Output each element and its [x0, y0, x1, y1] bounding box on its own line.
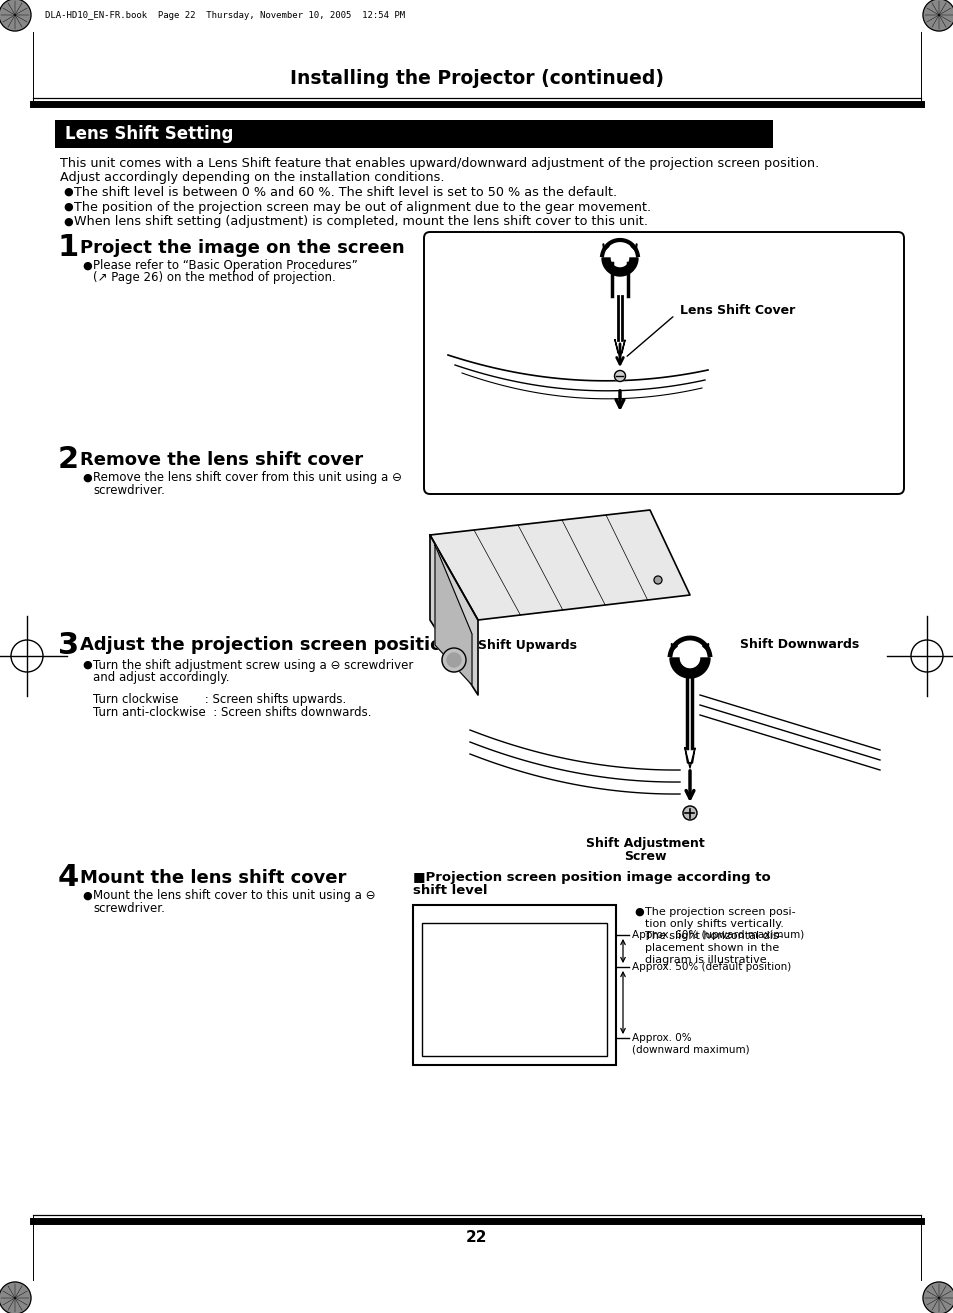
Text: Remove the lens shift cover: Remove the lens shift cover [80, 450, 363, 469]
Text: 2: 2 [58, 445, 79, 474]
Text: Turn anti-clockwise  : Screen shifts downwards.: Turn anti-clockwise : Screen shifts down… [92, 706, 371, 720]
Circle shape [0, 0, 30, 32]
Text: Shift Downwards: Shift Downwards [740, 638, 859, 651]
Text: ●: ● [63, 186, 72, 197]
Bar [421, 923, 606, 1056]
Text: (downward maximum): (downward maximum) [631, 1044, 749, 1054]
Text: ●: ● [634, 907, 643, 916]
Text: tion only shifts vertically.: tion only shifts vertically. [644, 919, 783, 930]
Text: DLA-HD10_EN-FR.book  Page 22  Thursday, November 10, 2005  12:54 PM: DLA-HD10_EN-FR.book Page 22 Thursday, No… [45, 12, 405, 21]
Text: Turn clockwise       : Screen shifts upwards.: Turn clockwise : Screen shifts upwards. [92, 693, 346, 706]
Text: screwdriver.: screwdriver. [92, 483, 165, 496]
Polygon shape [435, 545, 472, 685]
Text: Shift Adjustment: Shift Adjustment [585, 836, 703, 850]
Text: ●: ● [82, 892, 91, 901]
Polygon shape [684, 748, 695, 768]
Text: Remove the lens shift cover from this unit using a ⊖: Remove the lens shift cover from this un… [92, 471, 401, 484]
Text: Lens Shift Setting: Lens Shift Setting [65, 125, 233, 143]
Text: Approx. 0%: Approx. 0% [631, 1033, 691, 1043]
Circle shape [923, 0, 953, 32]
Polygon shape [669, 658, 709, 678]
Text: The shift level is between 0 % and 60 %. The shift level is set to 50 % as the d: The shift level is between 0 % and 60 %.… [74, 185, 617, 198]
Text: ●: ● [82, 473, 91, 483]
Text: diagram is illustrative.: diagram is illustrative. [644, 955, 769, 965]
Text: Lens Shift Cover: Lens Shift Cover [679, 303, 795, 316]
Circle shape [614, 370, 625, 382]
Text: Shift Upwards: Shift Upwards [477, 638, 577, 651]
Text: The projection screen posi-: The projection screen posi- [644, 907, 795, 916]
Text: Mount the lens shift cover to this unit using a ⊖: Mount the lens shift cover to this unit … [92, 889, 375, 902]
Text: Approx. 50% (default position): Approx. 50% (default position) [631, 962, 790, 972]
Text: and adjust accordingly.: and adjust accordingly. [92, 671, 230, 684]
Text: The slight horizontal dis-: The slight horizontal dis- [644, 931, 781, 941]
Text: Adjust the projection screen position: Adjust the projection screen position [80, 635, 455, 654]
Bar [413, 905, 616, 1065]
Text: ●: ● [63, 202, 72, 211]
Circle shape [654, 576, 661, 584]
Text: 22: 22 [466, 1229, 487, 1245]
Text: shift level: shift level [413, 885, 487, 898]
FancyBboxPatch shape [423, 232, 903, 494]
Bar [55, 119, 772, 148]
Text: ●: ● [82, 660, 91, 670]
Text: Please refer to “Basic Operation Procedures”: Please refer to “Basic Operation Procedu… [92, 260, 357, 273]
Polygon shape [601, 257, 638, 276]
Text: Screw: Screw [623, 851, 665, 864]
Text: Mount the lens shift cover: Mount the lens shift cover [80, 869, 346, 888]
Polygon shape [430, 534, 477, 695]
Text: The position of the projection screen may be out of alignment due to the gear mo: The position of the projection screen ma… [74, 201, 651, 214]
Circle shape [441, 649, 465, 672]
Text: 4: 4 [58, 864, 79, 893]
Circle shape [682, 806, 697, 821]
Circle shape [447, 653, 460, 667]
Text: screwdriver.: screwdriver. [92, 902, 165, 914]
Text: Adjust accordingly depending on the installation conditions.: Adjust accordingly depending on the inst… [60, 171, 444, 184]
Polygon shape [430, 509, 689, 620]
Text: ●: ● [63, 217, 72, 227]
Text: ■Projection screen position image according to: ■Projection screen position image accord… [413, 872, 770, 885]
Circle shape [0, 1281, 30, 1313]
Text: Installing the Projector (continued): Installing the Projector (continued) [290, 68, 663, 88]
Text: placement shown in the: placement shown in the [644, 943, 779, 953]
Text: 1: 1 [58, 234, 79, 263]
Text: Turn the shift adjustment screw using a ⊖ screwdriver: Turn the shift adjustment screw using a … [92, 659, 413, 671]
Text: Project the image on the screen: Project the image on the screen [80, 239, 404, 257]
Text: This unit comes with a Lens Shift feature that enables upward/downward adjustmen: This unit comes with a Lens Shift featur… [60, 156, 819, 169]
Text: (↗ Page 26) on the method of projection.: (↗ Page 26) on the method of projection. [92, 272, 335, 285]
Circle shape [923, 1281, 953, 1313]
Text: Approx. 60% (upward maximum): Approx. 60% (upward maximum) [631, 930, 803, 940]
Text: When lens shift setting (adjustment) is completed, mount the lens shift cover to: When lens shift setting (adjustment) is … [74, 215, 647, 228]
Text: ●: ● [82, 261, 91, 270]
Polygon shape [615, 340, 624, 358]
Text: 3: 3 [58, 630, 79, 659]
